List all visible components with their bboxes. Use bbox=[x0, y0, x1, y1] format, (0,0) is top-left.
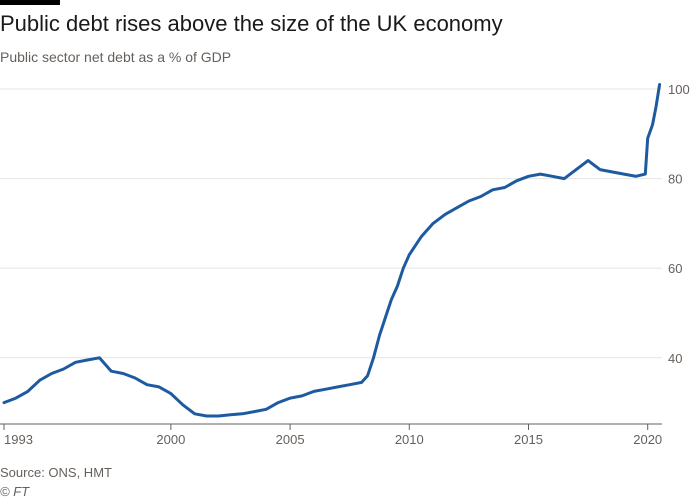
y-tick-label: 60 bbox=[668, 261, 682, 276]
y-axis-labels: 40 60 80 100 bbox=[668, 82, 690, 366]
chart-subtitle: Public sector net debt as a % of GDP bbox=[0, 49, 232, 65]
x-tick-label: 2020 bbox=[633, 432, 662, 447]
x-tick-label: 2005 bbox=[276, 432, 305, 447]
x-tick-label: 1993 bbox=[4, 432, 33, 447]
chart-title: Public debt rises above the size of the … bbox=[0, 11, 503, 36]
grid-lines bbox=[0, 88, 662, 359]
y-tick-label: 80 bbox=[668, 172, 682, 187]
series-line-0 bbox=[2, 83, 662, 418]
x-tick-label: 2010 bbox=[395, 432, 424, 447]
line-chart: 40 60 80 100 1993 2000 2005 2010 2015 2020 bbox=[0, 82, 690, 447]
source-note: Source: ONS, HMT bbox=[0, 465, 112, 480]
series-layer bbox=[2, 83, 662, 418]
y-tick-label: 40 bbox=[668, 351, 682, 366]
x-tick-label: 2015 bbox=[514, 432, 543, 447]
x-axis: 1993 2000 2005 2010 2015 2020 bbox=[0, 423, 662, 447]
x-tick-label: 2000 bbox=[156, 432, 185, 447]
ft-credit: © FT bbox=[0, 484, 30, 499]
brand-bar bbox=[0, 0, 60, 5]
y-tick-label: 100 bbox=[668, 82, 690, 97]
